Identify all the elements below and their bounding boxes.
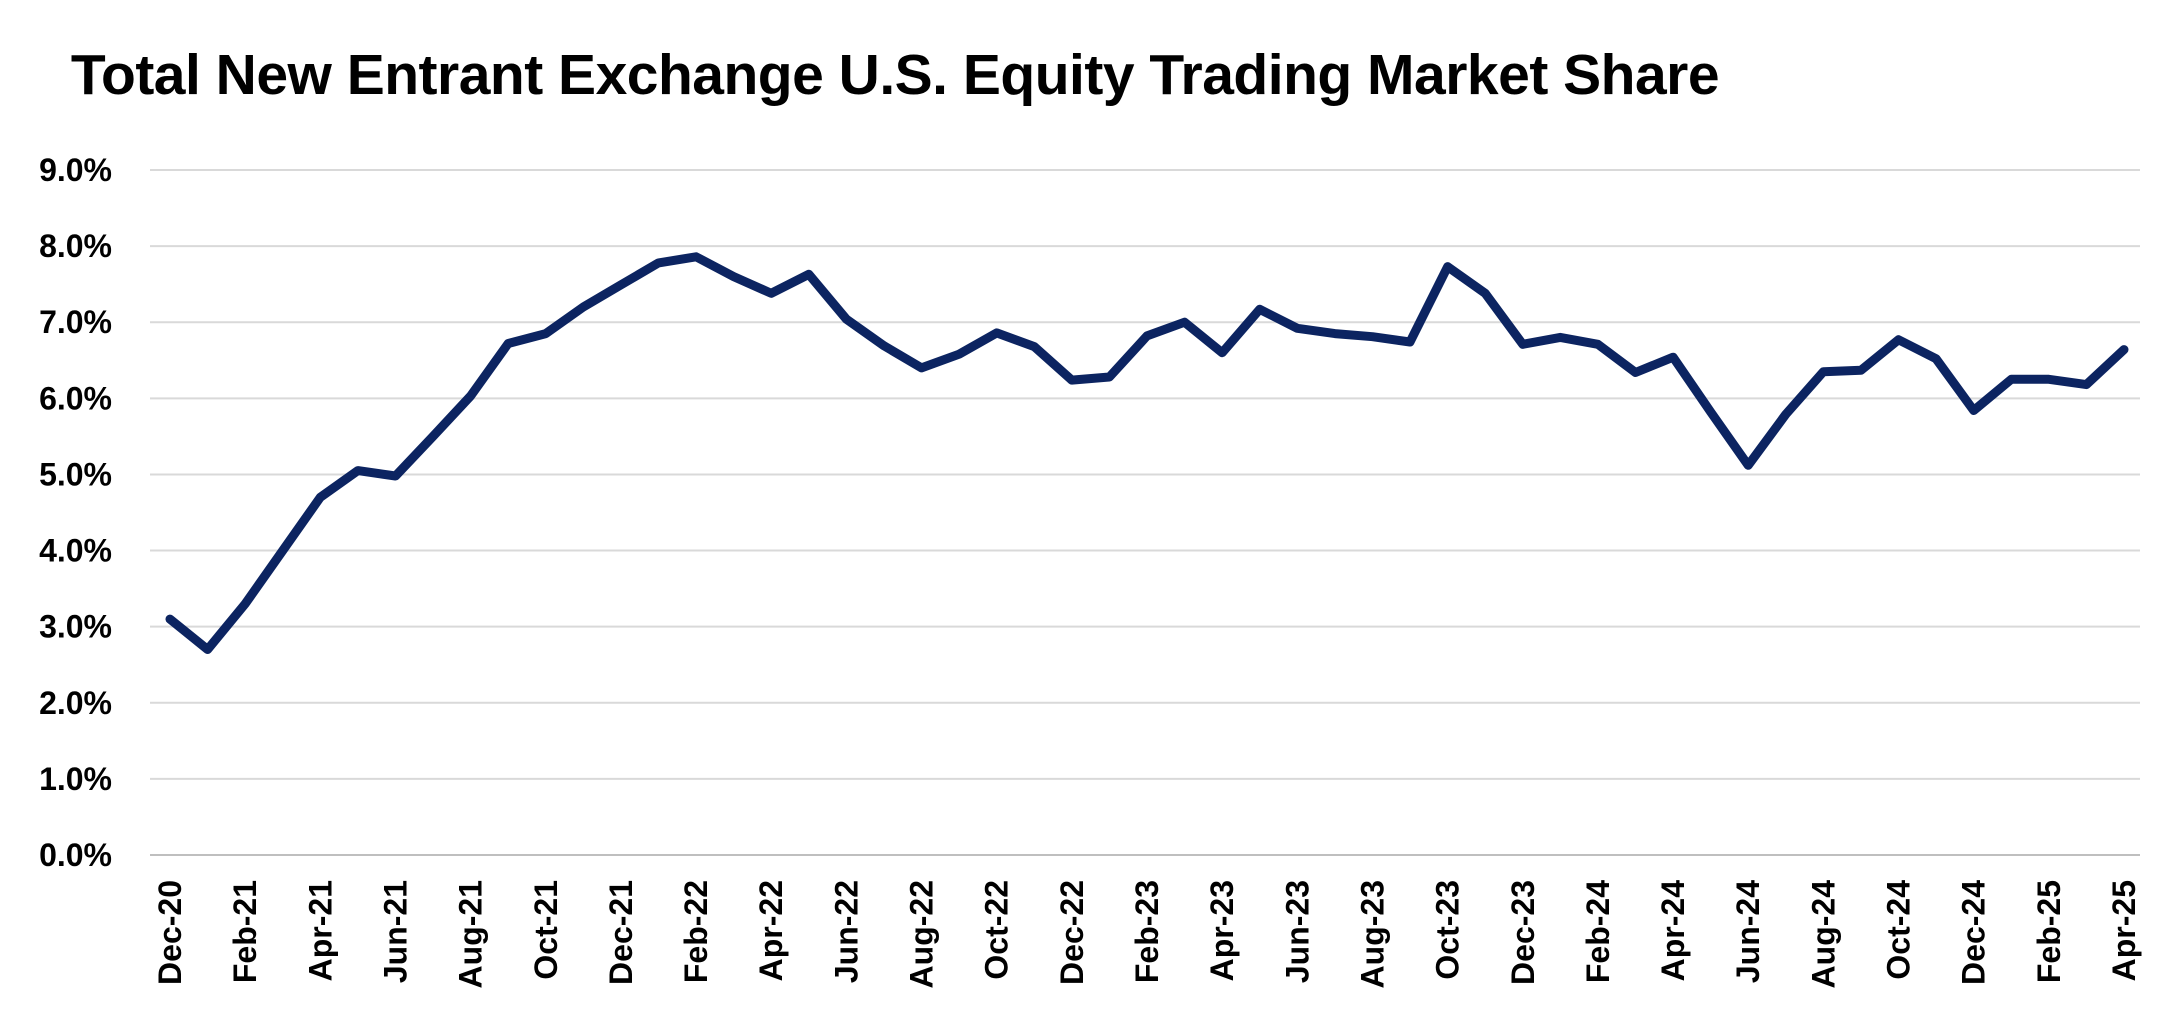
series-layer (165, 252, 2129, 654)
y-tick-label: 8.0% (39, 228, 112, 264)
x-tick-label: Feb-24 (1580, 880, 1616, 983)
x-tick-label: Dec-24 (1956, 880, 1992, 985)
series-line (165, 252, 2129, 654)
x-tick-label: Dec-20 (152, 880, 188, 985)
x-tick-label: Apr-22 (753, 880, 789, 981)
x-tick-label: Oct-21 (528, 880, 564, 980)
x-tick-label: Feb-25 (2031, 880, 2067, 983)
y-tick-label: 4.0% (39, 533, 112, 569)
x-tick-label: Apr-25 (2106, 880, 2142, 981)
x-tick-label: Dec-22 (1054, 880, 1090, 985)
x-tick-label: Oct-23 (1430, 880, 1466, 980)
x-tick-label: Jun-23 (1279, 880, 1315, 983)
x-tick-label: Oct-24 (1881, 880, 1917, 980)
x-tick-label: Feb-22 (678, 880, 714, 983)
x-tick-label: Aug-23 (1354, 880, 1390, 988)
y-tick-label: 1.0% (39, 761, 112, 797)
x-tick-label: Apr-23 (1204, 880, 1240, 981)
x-tick-label: Aug-22 (904, 880, 940, 988)
x-tick-label: Apr-24 (1655, 880, 1691, 982)
y-tick-label: 2.0% (39, 685, 112, 721)
y-tick-label: 5.0% (39, 456, 112, 492)
y-tick-label: 6.0% (39, 380, 112, 416)
y-tick-label: 0.0% (39, 837, 112, 873)
x-tick-label: Feb-23 (1129, 880, 1165, 983)
gridlines (150, 169, 2140, 856)
x-tick-label: Apr-21 (302, 880, 338, 981)
x-axis-tick-labels: Dec-20 Feb-21 Apr-21 Jun-21 Aug-21 Oct-21 Dec-… (152, 880, 2142, 989)
x-tick-label: Jun-22 (828, 880, 864, 983)
x-tick-label: Jun-24 (1730, 880, 1766, 983)
x-tick-label: Aug-21 (453, 880, 489, 988)
x-tick-label: Oct-22 (979, 880, 1015, 980)
x-tick-label: Dec-21 (603, 880, 639, 985)
x-tick-label: Jun-21 (377, 880, 413, 983)
y-axis-tick-labels: 0.0% 1.0% 2.0% 3.0% 4.0% 5.0% 6.0% 7.0% 8.0% 9.0% (39, 152, 112, 873)
y-tick-label: 3.0% (39, 609, 112, 645)
x-tick-label: Feb-21 (227, 880, 263, 983)
y-tick-label: 9.0% (39, 152, 112, 188)
y-tick-label: 7.0% (39, 304, 112, 340)
chart-title: Total New Entrant Exchange U.S. Equity T… (70, 43, 1720, 107)
x-tick-label: Aug-24 (1805, 880, 1841, 989)
x-tick-label: Dec-23 (1505, 880, 1541, 985)
